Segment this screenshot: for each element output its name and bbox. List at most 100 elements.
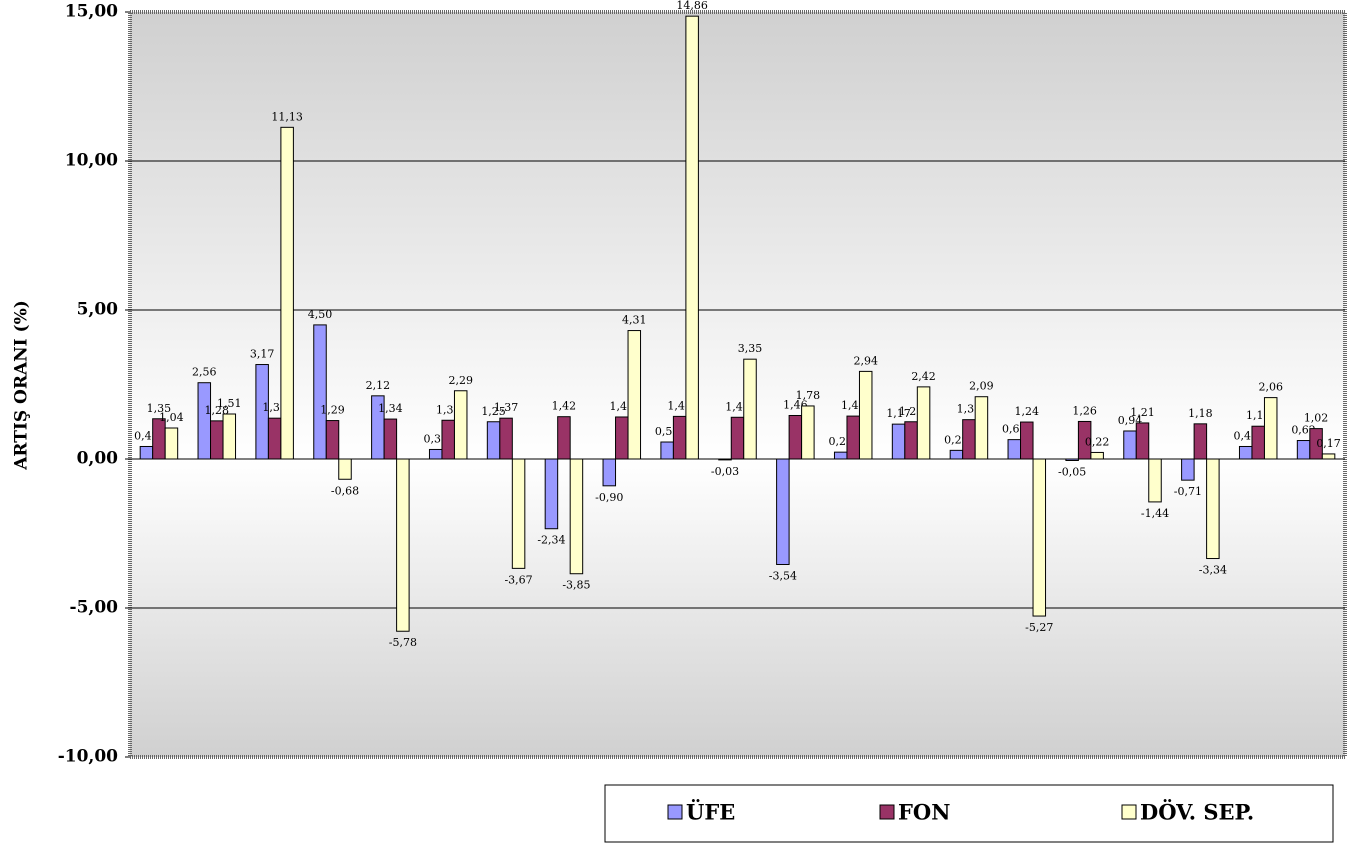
value-label: -3,85 (562, 579, 590, 592)
value-label: 2,29 (448, 374, 473, 387)
bar (511, 458, 526, 569)
value-label: 1,02 (1304, 412, 1329, 425)
bar (685, 15, 699, 460)
value-label: 1,17 (886, 407, 911, 420)
bar (1065, 458, 1079, 461)
value-label: -0,68 (331, 484, 359, 497)
value-label: 11,13 (271, 110, 303, 123)
plot-area (128, 10, 1347, 759)
value-label: 1,24 (1015, 405, 1040, 418)
bar (197, 382, 212, 460)
bar (660, 441, 674, 460)
legend-swatch (879, 804, 895, 820)
bar (280, 126, 294, 460)
value-label: 3,35 (738, 342, 763, 355)
bar (801, 405, 815, 460)
value-label: 1,26 (1072, 404, 1097, 417)
value-label: 1,21 (1130, 406, 1155, 419)
value-label: -0,03 (711, 465, 739, 478)
bar (602, 458, 617, 487)
value-label: 1,34 (378, 402, 403, 415)
y-tick-label: -10,00 (58, 747, 118, 767)
value-label: -0,71 (1174, 485, 1202, 498)
bar (1321, 453, 1336, 460)
legend-swatch (1121, 804, 1137, 820)
bar (441, 419, 455, 460)
bar (962, 419, 976, 460)
bar (428, 448, 443, 460)
value-label: 2,06 (1258, 381, 1283, 394)
value-label: 4,50 (308, 308, 333, 321)
legend (604, 784, 1334, 843)
bar (1309, 428, 1323, 460)
bar (255, 364, 269, 460)
bar (1181, 458, 1195, 481)
bar (557, 416, 571, 460)
value-label: -3,67 (504, 573, 532, 586)
bar (396, 458, 410, 632)
bar (788, 414, 803, 460)
value-label: 0,17 (1316, 437, 1341, 450)
bar (210, 420, 224, 460)
bar (833, 451, 848, 460)
value-label: 1,29 (320, 404, 345, 417)
bar (1206, 458, 1220, 560)
y-tick-label: 5,00 (77, 300, 119, 320)
bar (718, 458, 732, 461)
bar (1007, 439, 1022, 460)
bar (222, 413, 237, 460)
value-label: 1,42 (552, 400, 577, 413)
bar (383, 418, 398, 460)
value-label: 2,09 (969, 380, 994, 393)
value-label: -5,27 (1025, 621, 1053, 634)
bar (1123, 430, 1137, 460)
value-label: 2,12 (366, 379, 391, 392)
bar (453, 390, 468, 460)
bar (1263, 397, 1278, 460)
legend-label: FON (898, 800, 950, 825)
bar (974, 396, 989, 460)
bar (1077, 420, 1092, 460)
value-label: -5,78 (389, 636, 417, 649)
bar (1032, 458, 1047, 617)
bar (904, 421, 918, 460)
bar (1238, 445, 1253, 460)
value-label: 4,31 (622, 314, 647, 327)
bar (627, 330, 642, 460)
value-label: -3,54 (769, 569, 797, 582)
y-tick-label: 15,00 (65, 2, 118, 22)
value-label: 1,51 (217, 397, 242, 410)
value-label: 0,22 (1085, 435, 1110, 448)
bar (325, 420, 340, 460)
bar (615, 416, 629, 460)
value-label: -2,34 (537, 534, 565, 547)
bar (486, 421, 501, 460)
bar (152, 418, 166, 460)
value-label: -0,90 (595, 491, 623, 504)
bar (730, 416, 745, 460)
bar (569, 458, 584, 575)
value-label: 1,04 (159, 411, 184, 424)
bar (1296, 440, 1311, 460)
bar (846, 415, 860, 460)
bar (313, 324, 327, 460)
bar (499, 417, 513, 460)
value-label: 1,35 (147, 402, 172, 415)
y-tick-label: 10,00 (65, 151, 118, 171)
legend-swatch (667, 804, 683, 820)
bar (267, 417, 282, 460)
y-axis-title: ARTIŞ ORANI (%) (12, 300, 32, 471)
bar (858, 370, 873, 460)
bar (1251, 425, 1265, 460)
value-label: 1,37 (494, 401, 519, 414)
bar (139, 445, 154, 460)
legend-label: DÖV. SEP. (1140, 800, 1254, 825)
bar (1090, 451, 1104, 460)
value-label: 2,56 (192, 366, 217, 379)
bar (1148, 458, 1162, 503)
bar (949, 449, 964, 460)
bar (743, 358, 757, 460)
bar (776, 458, 790, 565)
value-label: -3,34 (1199, 564, 1227, 577)
